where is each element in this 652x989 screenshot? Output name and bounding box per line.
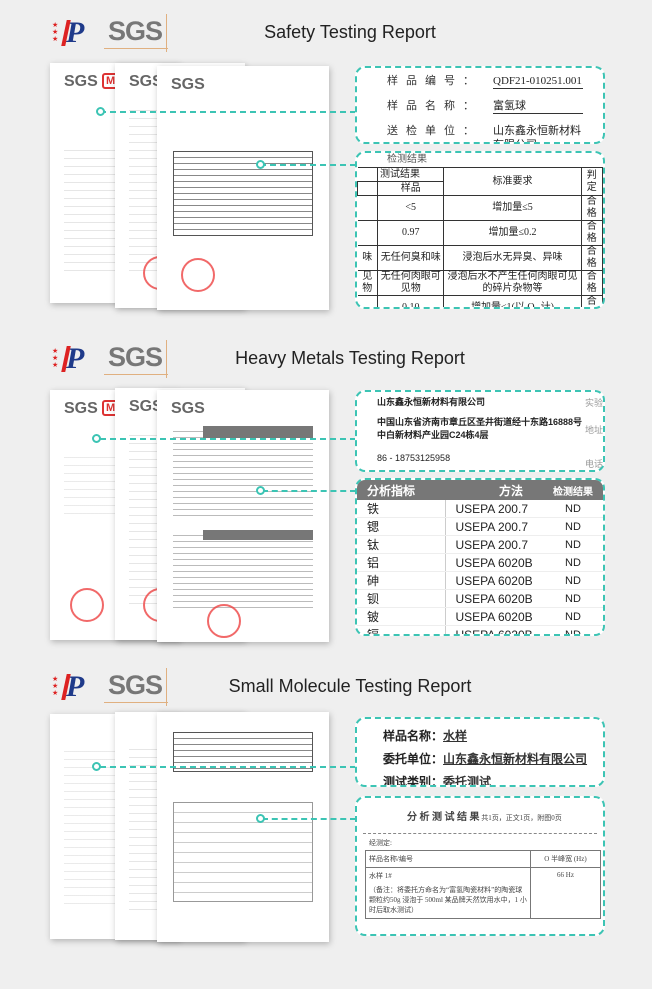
table-row: 见物 无任何肉眼可见物 浸泡后水不产生任何肉眼可见的碎片杂物等 合格 <box>357 270 603 296</box>
table-cell: ND <box>533 553 603 572</box>
table-cell: USEPA 6020B <box>444 625 533 634</box>
section-title: Heavy Metals Testing Report <box>235 348 465 368</box>
table-cell: 钡 <box>357 589 445 608</box>
connector-line <box>100 766 356 768</box>
table-cell: ND <box>533 517 603 536</box>
table-cell: 浸泡后水无异臭、异味 <box>443 245 582 271</box>
table-cell: 增加量≤1(以 O₂ 计) <box>443 295 582 307</box>
table-row: <5 增加量≤5 合格 <box>357 195 603 221</box>
star-icon: ★ ★ ★ <box>52 21 59 43</box>
table-cell: 见物 <box>357 270 378 296</box>
connector-dot <box>256 160 265 169</box>
table-cell: 合格 <box>580 220 603 246</box>
connector-dot <box>92 762 101 771</box>
table-cell: 合格 <box>580 295 603 307</box>
table-row: 镉 USEPA 6020B ND <box>357 625 603 634</box>
sample-info-callout: 样品编号： QDF21-010251.001 样品名称： 富氢球 送检单位： 山东鑫永… <box>355 66 605 144</box>
report-page <box>157 712 329 942</box>
logo: ★ ★ ★ P SGS <box>52 14 168 54</box>
section-title: Safety Testing Report <box>264 22 436 42</box>
table-cell: 无任何肉眼可见物 <box>376 270 445 296</box>
table-cell: 合格 <box>580 245 603 271</box>
table-cell: 浸泡后水不产生任何肉眼可见的碎片杂物等 <box>443 270 582 296</box>
table-cell: ND <box>533 589 603 608</box>
table-cell: 铝 <box>357 553 445 572</box>
table-cell: USEPA 200.7 <box>444 500 533 518</box>
table-cell: USEPA 6020B <box>444 607 533 626</box>
connector-dot <box>256 814 265 823</box>
connector-dot <box>92 434 101 443</box>
table-cell: USEPA 6020B <box>444 571 533 590</box>
table-cell: ND <box>533 535 603 554</box>
table-cell: 增加量≤5 <box>443 195 582 221</box>
table-row: 铍 USEPA 6020B ND <box>357 607 603 626</box>
table-cell <box>357 295 378 307</box>
heavy-metals-callout: 分析指标 方法 检测结果铁 USEPA 200.7 ND 锶 USEPA 200.7 ND 钛 U… <box>355 478 605 636</box>
section-title: Small Molecule Testing Report <box>228 676 472 696</box>
table-cell: 0.10 <box>376 295 445 307</box>
connector-line <box>100 438 356 440</box>
report-page: SGS <box>157 66 329 310</box>
cnas-p-logo-icon: P <box>66 16 85 49</box>
analysis-table: 样品名称/编号 O 半峰宽 (Hz) 水样 1# （备注：将委托方命名为“富氢陶瓷材… <box>365 850 601 919</box>
table-cell: 合格 <box>580 195 603 221</box>
connector-line <box>260 164 356 166</box>
results-table: 测试结果 标准要求 判定 样品 <5 增加量≤5 合格 0.97 增加量≤0.2 合格味无任何… <box>357 167 603 307</box>
table-cell: 铍 <box>357 607 445 626</box>
report-page: SGS <box>157 390 329 642</box>
table-cell: ND <box>533 500 603 518</box>
cnas-p-logo-icon: P <box>66 342 85 375</box>
table-row: 铝 USEPA 6020B ND <box>357 553 603 572</box>
heavy-metals-section: ★ ★ ★ P SGS Heavy Metals Testing Report SGS… <box>0 326 652 656</box>
table-cell: USEPA 6020B <box>444 553 533 572</box>
table-cell: 合格 <box>580 270 603 296</box>
sgs-logo: SGS <box>108 670 163 700</box>
table-cell: USEPA 200.7 <box>444 517 533 536</box>
table-row: 砷 USEPA 6020B ND <box>357 571 603 590</box>
sample-info-callout: 样品名称：水样 委托单位：山东鑫永恒新材料有限公司 测试类别：委托测试 <box>355 717 605 787</box>
logo: ★ ★ ★ P SGS <box>52 668 168 708</box>
table-cell: USEPA 6020B <box>444 589 533 608</box>
table-cell: 镉 <box>357 625 445 634</box>
small-molecule-section: ★ ★ ★ P SGS Small Molecule Testing Report 样… <box>0 654 652 984</box>
table-cell: 无任何臭和味 <box>376 245 445 271</box>
results-caption: 检测结果 <box>387 154 427 165</box>
table-cell: USEPA 200.7 <box>444 535 533 554</box>
table-cell <box>357 220 378 246</box>
test-results-callout: 检测结果 测试结果 标准要求 判定 样品 <5 增加量≤5 合格 0.97 增加量≤0.2 合… <box>355 151 605 309</box>
table-cell: 砷 <box>357 571 445 590</box>
cnas-p-logo-icon: P <box>66 670 85 703</box>
connector-line <box>262 490 356 492</box>
logo: ★ ★ ★ P SGS <box>52 340 168 380</box>
connector-line <box>100 111 356 113</box>
table-row: 钛 USEPA 200.7 ND <box>357 535 603 554</box>
sgs-logo: SGS <box>108 342 163 372</box>
company-info-callout: 山东鑫永恒新材料有限公司 中国山东省济南市章丘区圣井街道经十东路16888号中白… <box>355 390 605 472</box>
table-cell: 0.97 <box>376 220 445 246</box>
table-cell: 铁 <box>357 500 445 518</box>
table-cell: 钛 <box>357 535 445 554</box>
connector-dot <box>96 107 105 116</box>
sgs-logo: SGS <box>108 16 163 46</box>
table-cell: ND <box>533 625 603 634</box>
table-row: 铁 USEPA 200.7 ND <box>357 500 603 518</box>
connector-line <box>262 818 356 820</box>
table-row: 钡 USEPA 6020B ND <box>357 589 603 608</box>
table-row: 0.97 增加量≤0.2 合格 <box>357 220 603 246</box>
table-row: 锶 USEPA 200.7 ND <box>357 517 603 536</box>
heavy-metals-table: 分析指标 方法 检测结果铁 USEPA 200.7 ND 锶 USEPA 200.7 ND 钛 U… <box>357 480 603 634</box>
table-cell: ND <box>533 571 603 590</box>
table-cell <box>357 195 378 221</box>
analysis-results-callout: 分 析 测 试 结 果 共1页，正文1页，附图0页 经测定: 样品名称/编号 O … <box>355 796 605 936</box>
table-cell: 味 <box>357 245 378 271</box>
table-row: 味无任何臭和味 浸泡后水无异臭、异味 合格 <box>357 245 603 271</box>
phone-number: 86 - 18753125958 <box>377 453 451 463</box>
table-cell: 增加量≤0.2 <box>443 220 582 246</box>
table-cell: ND <box>533 607 603 626</box>
table-cell: 锶 <box>357 517 445 536</box>
table-cell: <5 <box>376 195 445 221</box>
connector-dot <box>256 486 265 495</box>
